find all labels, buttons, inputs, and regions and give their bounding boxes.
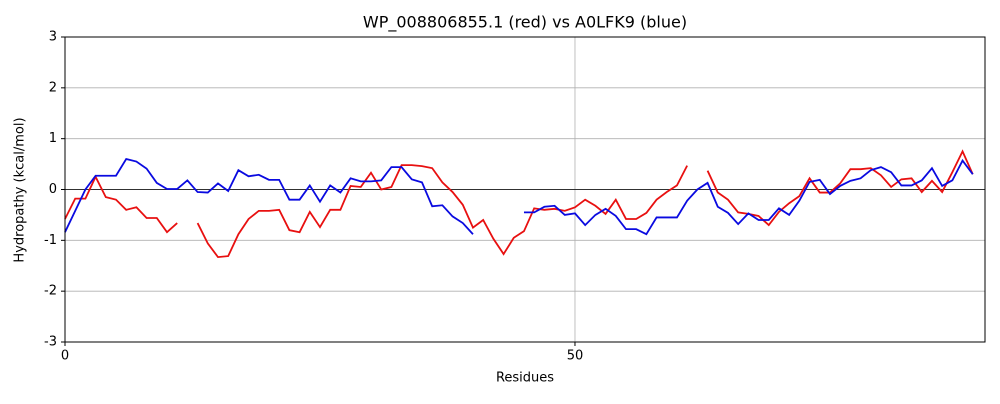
y-tick-label: -3 (44, 335, 57, 350)
x-tick-label: 50 (567, 349, 584, 364)
chart-title: WP_008806855.1 (red) vs A0LFK9 (blue) (363, 13, 687, 33)
x-axis-label: Residues (496, 371, 554, 386)
y-tick-label: -2 (44, 284, 57, 299)
y-tick-label: 2 (49, 80, 57, 95)
y-tick-label: -1 (44, 233, 57, 248)
series-line (64, 157, 974, 236)
x-tick-label: 0 (61, 349, 69, 364)
series-line (64, 149, 974, 259)
y-axis-label: Hydropathy (kcal/mol) (13, 117, 28, 262)
y-tick-label: 0 (49, 182, 57, 197)
y-tick-label: 1 (49, 131, 57, 146)
plot-frame (64, 36, 986, 343)
y-tick-label: 3 (49, 30, 57, 45)
